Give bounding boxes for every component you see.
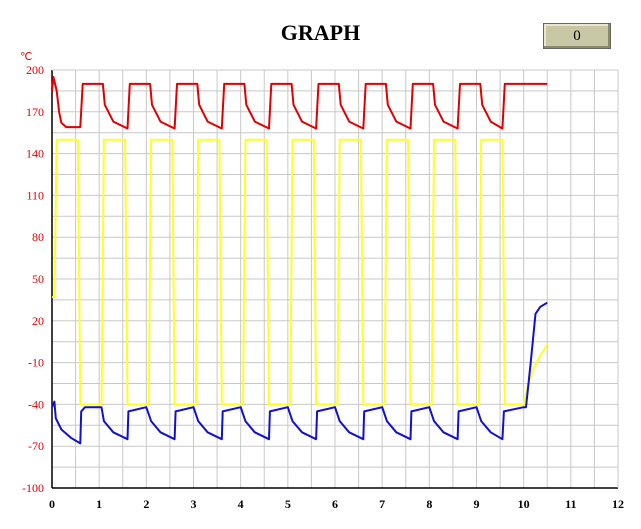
x-tick-label: 0 [49, 497, 55, 511]
y-tick-label: -40 [28, 397, 44, 411]
chart-title: GRAPH [280, 20, 361, 45]
series-lines [51, 76, 549, 445]
y-tick-label: -10 [28, 356, 44, 370]
y-tick-label: 170 [26, 105, 44, 119]
grid [51, 69, 619, 489]
x-tick-label: 4 [238, 497, 244, 511]
x-tick-label: 9 [474, 497, 480, 511]
y-tick-label: 80 [32, 230, 44, 244]
x-tick-label: 7 [379, 497, 385, 511]
counter-display[interactable]: 0 [543, 23, 611, 49]
x-tick-labels: 0 1 2 3 4 5 6 7 8 9 10 11 12 [49, 497, 624, 511]
x-tick-label: 6 [332, 497, 338, 511]
series-line-blue [51, 301, 548, 445]
series-line-yellow [52, 138, 549, 406]
y-tick-label: 140 [26, 147, 44, 161]
x-tick-label: 2 [143, 497, 149, 511]
y-tick-label: 110 [26, 188, 44, 202]
x-tick-label: 5 [285, 497, 291, 511]
y-tick-label: 50 [32, 272, 44, 286]
series-line-red [51, 76, 548, 130]
x-tick-label: 8 [426, 497, 432, 511]
x-tick-label: 12 [612, 497, 624, 511]
x-tick-label: 1 [96, 497, 102, 511]
x-tick-label: 11 [565, 497, 576, 511]
y-tick-labels: 200 170 140 110 80 50 20 -10 -40 -70 -100 [22, 63, 44, 495]
y-unit-label: ℃ [20, 51, 32, 63]
y-tick-label: 200 [26, 63, 44, 77]
y-tick-label: -70 [28, 439, 44, 453]
y-tick-label: -100 [22, 481, 44, 495]
x-tick-label: 3 [191, 497, 197, 511]
x-tick-label: 10 [518, 497, 530, 511]
y-tick-label: 20 [32, 314, 44, 328]
